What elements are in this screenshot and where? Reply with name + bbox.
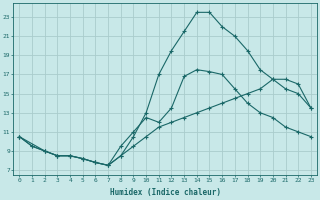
X-axis label: Humidex (Indice chaleur): Humidex (Indice chaleur) xyxy=(110,188,220,197)
